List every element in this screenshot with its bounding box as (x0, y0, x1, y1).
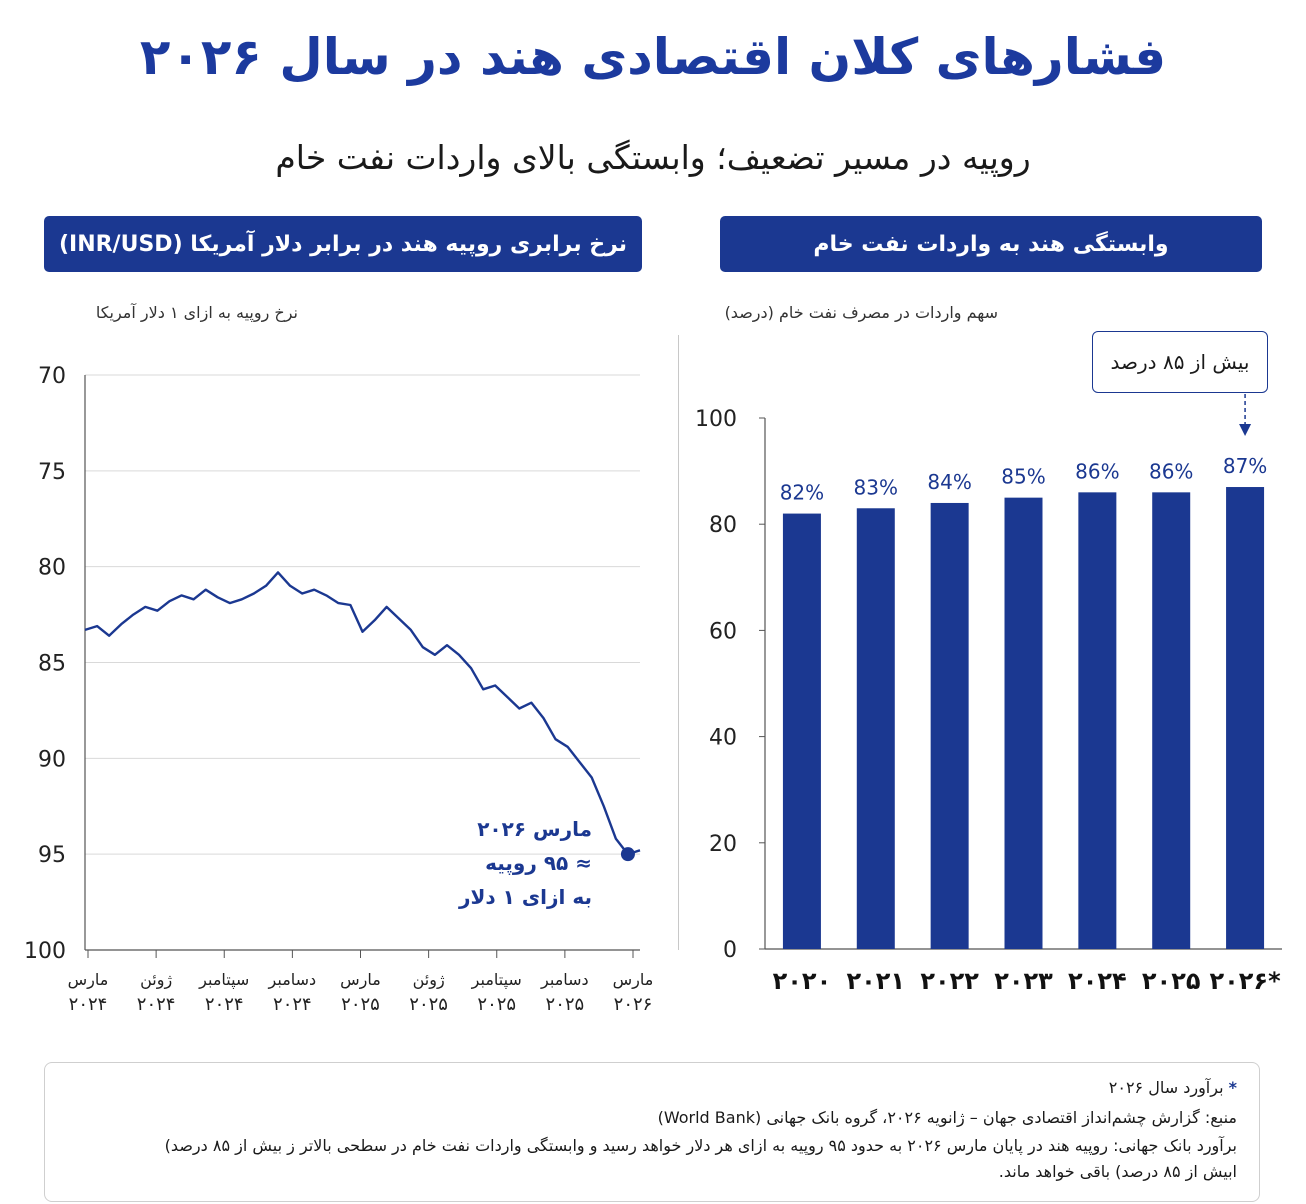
annotation-line-3: به ازای ۱ دلار (459, 885, 592, 909)
line-chart-annotation: مارس ۲۰۲۶ ≈ ۹۵ روپیه به ازای ۱ دلار (420, 812, 592, 914)
footnote-note-line-2: ابیش از ۸۵ درصد) باقی خواهد ماند. (998, 1162, 1237, 1181)
exchange-rate-line-chart: 707580859095100مارس۲۰۲۴ژوئن۲۰۲۴سپتامبر۲۰… (24, 364, 654, 1015)
x-category-label: ۲۰۲۲ (920, 967, 979, 995)
oil-import-bar-chart: 0 20 40 60 80 100 82% ۲۰۲۰ 83% ۲۰۲۱ 84% ۲۰۲۲ 85% ۲۰۲۳… (695, 394, 1282, 995)
y-tick-label: 80 (709, 513, 737, 538)
y-tick-label: 80 (38, 556, 66, 581)
x-tick-year: ۲۰۲۴ (69, 994, 108, 1015)
page-title: فشارهای کلان اقتصادی هند در سال ۲۰۲۶ (139, 28, 1167, 86)
panel-divider (678, 335, 679, 950)
y-tick-label: 60 (709, 619, 737, 644)
bar (1226, 487, 1265, 949)
y-tick-label: 85 (38, 652, 66, 677)
exchange-rate-series-line (84, 571, 641, 856)
x-tick-year: ۲۰۲۵ (546, 994, 585, 1015)
x-tick-year: ۲۰۲۶ (614, 994, 653, 1015)
y-tick-label: 40 (709, 726, 737, 751)
x-tick-month: دسامبر (268, 970, 317, 990)
y-tick-label: 75 (38, 460, 66, 485)
annotation-line-2: ≈ ۹۵ روپیه (485, 851, 592, 875)
x-tick-year: ۲۰۲۵ (477, 994, 516, 1015)
bar-value-label: 83% (854, 475, 898, 499)
footnote-note-line-1: برآورد بانک جهانی: روپیه هند در پایان ما… (164, 1136, 1237, 1155)
bar-value-label: 87% (1223, 454, 1267, 478)
bar-value-label: 86% (1075, 459, 1119, 483)
x-tick-month: مارس (68, 970, 109, 990)
bar (930, 502, 969, 949)
x-category-label: ۲۰۲۶* (1209, 967, 1281, 995)
x-category-label: ۲۰۲۵ (1142, 967, 1201, 995)
x-tick-month: سپتامبر (471, 970, 522, 990)
x-tick-month: ژوئن (140, 970, 172, 990)
footnote-star: * (1228, 1078, 1237, 1097)
y-tick-label: 90 (38, 747, 66, 772)
x-tick-month: سپتامبر (198, 970, 249, 990)
bar (1152, 492, 1191, 949)
callout-box: بیش از ۸۵ درصد (1092, 331, 1268, 393)
left-panel-header: نرخ برابری روپیه هند در برابر دلار آمریک… (44, 216, 642, 272)
left-unit-label: نرخ روپیه به ازای ۱ دلار آمریکا (95, 303, 298, 322)
y-tick-label: 100 (24, 939, 66, 964)
x-category-label: ۲۰۲۴ (1068, 967, 1127, 995)
x-tick-month: ژوئن (413, 970, 445, 990)
bar (782, 513, 821, 949)
y-tick-label: 100 (695, 407, 737, 432)
x-tick-month: مارس (613, 970, 654, 990)
y-tick-label: 0 (723, 938, 737, 963)
annotation-line-1: مارس ۲۰۲۶ (477, 817, 592, 841)
page-subtitle: روپیه در مسیر تضعیف؛ وابستگی بالای واردا… (275, 138, 1031, 177)
bar-value-label: 82% (780, 481, 824, 505)
x-tick-month: دسامبر (540, 970, 589, 990)
footnote-box: * برآورد سال ۲۰۲۶ منبع: گزارش چشم‌انداز … (44, 1062, 1260, 1202)
bar-value-label: 84% (927, 470, 971, 494)
callout-pointer-arrowhead (1239, 424, 1252, 436)
x-tick-year: ۲۰۲۵ (341, 994, 380, 1015)
y-tick-label: 70 (38, 364, 66, 389)
x-tick-year: ۲۰۲۴ (137, 994, 176, 1015)
x-tick-month: مارس (340, 970, 381, 990)
bar (856, 508, 895, 949)
footnote-estimate-text: برآورد سال ۲۰۲۶ (1108, 1078, 1224, 1097)
x-tick-year: ۲۰۲۴ (273, 994, 312, 1015)
bar-value-label: 86% (1149, 459, 1193, 483)
bar-value-label: 85% (1001, 465, 1045, 489)
x-category-label: ۲۰۲۳ (994, 967, 1053, 995)
x-tick-year: ۲۰۲۴ (205, 994, 244, 1015)
bar (1078, 492, 1117, 949)
right-panel-header: وابستگی هند به واردات نفت خام (720, 216, 1262, 272)
x-category-label: ۲۰۲۱ (846, 967, 905, 995)
end-point-marker (620, 847, 635, 862)
x-tick-year: ۲۰۲۵ (409, 994, 448, 1015)
y-tick-label: 95 (38, 843, 66, 868)
y-tick-label: 20 (709, 832, 737, 857)
footnote-source: منبع: گزارش چشم‌انداز اقتصادی جهان – ژان… (657, 1108, 1237, 1127)
footnote-note: برآورد بانک جهانی: روپیه هند در پایان ما… (67, 1133, 1237, 1185)
right-unit-label: سهم واردات در مصرف نفت خام (درصد) (724, 303, 998, 322)
x-category-label: ۲۰۲۰ (773, 967, 832, 995)
footnote-estimate: * برآورد سال ۲۰۲۶ (67, 1073, 1237, 1103)
bar (1004, 497, 1043, 949)
